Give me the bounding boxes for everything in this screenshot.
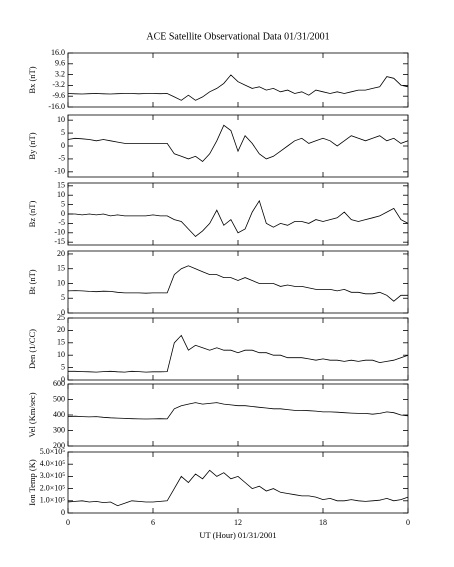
y-tick-label: 1.0×10⁵ bbox=[40, 496, 66, 505]
y-tick-label: 0 bbox=[61, 508, 65, 517]
y-tick-label: -15 bbox=[54, 237, 65, 246]
y-tick-label: -5 bbox=[58, 218, 65, 227]
x-tick-label: 0 bbox=[66, 518, 70, 527]
y-tick-label: 0 bbox=[61, 375, 65, 384]
x-tick-label: 0 bbox=[406, 518, 410, 527]
y-tick-label: 5 bbox=[61, 128, 65, 137]
y-axis-label: By (nT) bbox=[27, 132, 37, 159]
plot-frame bbox=[67, 114, 409, 178]
y-tick-label: -3.2 bbox=[52, 80, 65, 89]
y-axis-label: Vel (Km/sec) bbox=[27, 392, 37, 437]
data-line bbox=[67, 124, 409, 163]
y-tick-label: 4.0×10⁵ bbox=[40, 459, 66, 468]
data-line bbox=[67, 469, 409, 507]
y-tick-label: 16.0 bbox=[51, 48, 65, 57]
x-axis-label: UT (Hour) 01/31/2001 bbox=[199, 530, 276, 540]
y-tick-label: 25 bbox=[57, 313, 65, 322]
y-tick-label: 0 bbox=[61, 141, 65, 150]
y-tick-label: 10 bbox=[57, 278, 65, 287]
y-axis-label: Ion Temp (K) bbox=[27, 459, 37, 506]
y-axis-label: Den (1/CC) bbox=[27, 329, 37, 369]
y-tick-label: 15 bbox=[57, 264, 65, 273]
y-tick-label: 5 bbox=[61, 362, 65, 371]
y-axis-label: Bz (nT) bbox=[27, 200, 37, 227]
y-tick-label: 0 bbox=[61, 308, 65, 317]
y-tick-label: 20 bbox=[57, 325, 65, 334]
x-tick-label: 18 bbox=[319, 518, 327, 527]
y-tick-label: 20 bbox=[57, 249, 65, 258]
y-tick-label: -5 bbox=[58, 154, 65, 163]
data-line bbox=[67, 74, 409, 101]
y-tick-label: 3.2 bbox=[55, 69, 65, 78]
plot-frame bbox=[67, 317, 409, 381]
y-tick-label: 9.6 bbox=[55, 59, 65, 68]
plot-frame bbox=[67, 182, 409, 246]
y-tick-label: 0 bbox=[61, 209, 65, 218]
y-tick-label: 5 bbox=[61, 293, 65, 302]
y-tick-label: 2.0×10⁵ bbox=[40, 483, 66, 492]
plot-frame bbox=[67, 52, 409, 108]
y-tick-label: -9.6 bbox=[52, 91, 65, 100]
y-tick-label: 200 bbox=[53, 441, 65, 450]
y-tick-label: -10 bbox=[54, 228, 65, 237]
plot-frame bbox=[67, 250, 409, 314]
y-tick-label: 500 bbox=[53, 394, 65, 403]
data-line bbox=[68, 199, 409, 238]
y-tick-label: 10 bbox=[57, 115, 65, 124]
y-tick-label: 400 bbox=[53, 410, 65, 419]
y-axis-label: Bx (nT) bbox=[27, 66, 37, 93]
y-tick-label: -10 bbox=[54, 167, 65, 176]
y-tick-label: 600 bbox=[53, 379, 65, 388]
plot-frame bbox=[67, 451, 409, 514]
y-tick-label: 300 bbox=[53, 425, 65, 434]
chart-title: ACE Satellite Observational Data 01/31/2… bbox=[146, 31, 329, 42]
y-tick-label: -16.0 bbox=[48, 102, 65, 111]
y-axis-label: Bt (nT) bbox=[27, 269, 37, 294]
y-tick-label: 15 bbox=[57, 338, 65, 347]
y-tick-label: 15 bbox=[57, 181, 65, 190]
y-tick-label: 5.0×10⁵ bbox=[40, 447, 66, 456]
plot-frame bbox=[67, 383, 409, 447]
y-tick-label: 5 bbox=[61, 199, 65, 208]
data-line bbox=[68, 334, 409, 373]
y-tick-label: 3.0×10⁵ bbox=[40, 471, 66, 480]
data-line bbox=[67, 402, 409, 420]
x-tick-label: 6 bbox=[151, 518, 155, 527]
data-line bbox=[67, 265, 408, 302]
y-tick-label: 10 bbox=[57, 350, 65, 359]
y-tick-label: 10 bbox=[57, 190, 65, 199]
x-tick-label: 12 bbox=[234, 518, 242, 527]
